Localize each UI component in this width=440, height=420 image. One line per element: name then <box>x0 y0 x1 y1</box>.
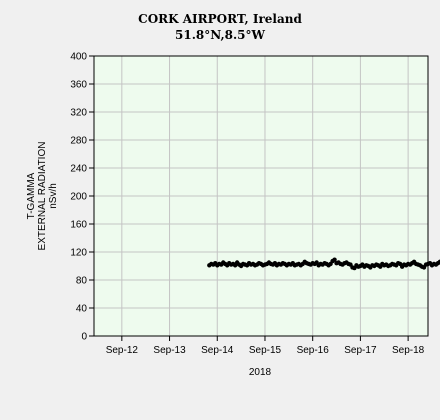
y-tick-label: 40 <box>76 304 88 315</box>
y-tick-label: 320 <box>70 108 87 119</box>
y-tick-label: 400 <box>70 52 87 63</box>
x-axis-label: 2018 <box>249 367 272 378</box>
x-tick-label: Sep-15 <box>249 345 282 356</box>
y-tick-label: 280 <box>70 136 87 147</box>
x-tick-label: Sep-18 <box>392 345 425 356</box>
y-tick-label: 160 <box>70 220 87 231</box>
y-tick-label: 80 <box>76 276 88 287</box>
x-tick-label: Sep-13 <box>153 345 186 356</box>
data-point <box>332 257 337 262</box>
y-axis: 0 40 80 120 160 200 240 280 320 360 400 <box>70 52 94 343</box>
y-axis-label-line-3: nSv/h <box>48 183 59 209</box>
x-tick-label: Sep-16 <box>297 345 330 356</box>
y-axis-label-line-1: T-GAMMA <box>26 172 37 219</box>
data-point <box>437 259 440 264</box>
y-tick-label: 120 <box>70 248 87 259</box>
y-tick-label: 240 <box>70 164 87 175</box>
y-axis-label: T-GAMMA EXTERNAL RADIATION nSv/h <box>26 142 59 251</box>
y-tick-label: 360 <box>70 80 87 91</box>
y-tick-label: 200 <box>70 192 87 203</box>
x-tick-label: Sep-12 <box>106 345 139 356</box>
x-axis: Sep-12 Sep-13 Sep-14 Sep-15 Sep-16 Sep-17 Sep-… <box>106 336 425 356</box>
data-points <box>207 257 440 271</box>
x-tick-label: Sep-14 <box>201 345 234 356</box>
y-axis-label-line-2: EXTERNAL RADIATION <box>37 142 48 251</box>
x-tick-label: Sep-17 <box>344 345 377 356</box>
y-tick-label: 0 <box>81 332 87 343</box>
chart-subtitle: 51.8°N,8.5°W <box>175 28 265 42</box>
grid-lines <box>94 56 428 336</box>
chart-title: CORK AIRPORT, Ireland <box>138 12 302 26</box>
